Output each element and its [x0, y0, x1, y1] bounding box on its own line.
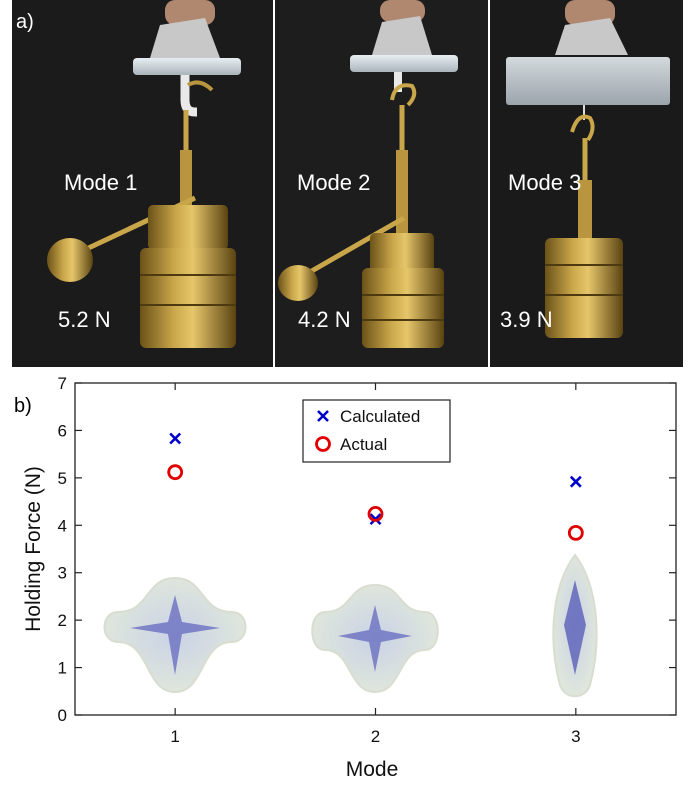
photo-3-force-label: 3.9 N — [500, 307, 553, 332]
x-tick-label: 3 — [571, 727, 580, 746]
chart-marks — [167, 432, 584, 541]
legend-label-actual: Actual — [340, 435, 387, 454]
photo-2-illustration — [278, 0, 458, 348]
legend-marker-calculated — [317, 410, 329, 422]
y-tick-label: 7 — [58, 374, 67, 393]
photo-1-force-label: 5.2 N — [58, 307, 111, 332]
photo-1-mode-label: Mode 1 — [64, 170, 137, 195]
actual-point — [367, 506, 384, 522]
panel-b-label: b) — [14, 395, 32, 417]
photo-1-illustration — [47, 0, 241, 348]
panel-a: a) Mode 1 5.2 N Mode 2 4.2 N Mode 3 3.9 … — [12, 0, 683, 367]
panel-b: b) 0 1 2 3 4 5 6 7 1 2 3 Calculated Actual Mode Hol… — [14, 374, 677, 781]
y-tick-label: 0 — [58, 706, 67, 725]
y-tick-label: 4 — [58, 516, 67, 535]
photo-3-mode-label: Mode 3 — [508, 170, 581, 195]
gel-inset-mode-1 — [103, 576, 247, 694]
gel-inset-mode-3 — [552, 553, 598, 698]
y-axis-label: Holding Force (N) — [22, 466, 45, 632]
actual-point — [567, 524, 584, 541]
y-tick-label: 2 — [58, 611, 67, 630]
legend-marker-actual — [315, 436, 331, 452]
legend: Calculated Actual — [302, 399, 451, 463]
calculated-point — [169, 432, 182, 445]
photo-3-illustration — [506, 0, 670, 338]
y-tick-label: 6 — [58, 421, 67, 440]
photo-2-force-label: 4.2 N — [298, 307, 351, 332]
legend-box — [302, 399, 451, 463]
y-tick-label: 5 — [58, 469, 67, 488]
x-tick-label: 1 — [170, 727, 179, 746]
photo-2-mode-label: Mode 2 — [297, 170, 370, 195]
panel-a-label: a) — [16, 11, 34, 33]
calculated-point — [569, 475, 582, 488]
y-tick-label: 3 — [58, 564, 67, 583]
y-tick-label: 1 — [58, 659, 67, 678]
x-tick-label: 2 — [371, 727, 380, 746]
chart-axes: 0 1 2 3 4 5 6 7 1 2 3 — [58, 374, 677, 746]
actual-point — [167, 464, 184, 481]
gel-inset-mode-2 — [311, 583, 439, 694]
legend-label-calculated: Calculated — [340, 407, 420, 426]
x-axis-label: Mode — [346, 758, 399, 781]
